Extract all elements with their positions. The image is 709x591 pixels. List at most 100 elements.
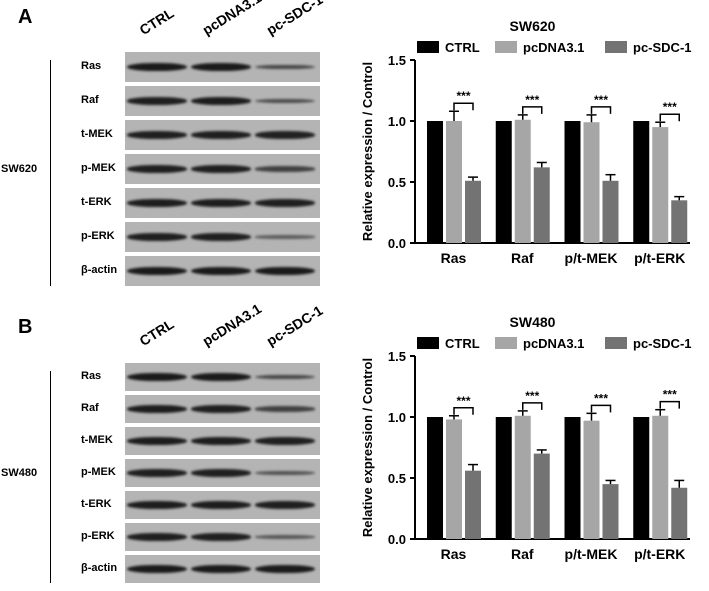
- blot-band: [255, 406, 315, 412]
- lane-label: CTRL: [136, 315, 177, 349]
- blot-strip: [125, 120, 320, 150]
- legend-swatch: [495, 337, 517, 349]
- bar: [652, 415, 669, 539]
- bar: [564, 121, 581, 243]
- blot-band: [127, 164, 187, 174]
- protein-label: t-MEK: [81, 434, 113, 446]
- blot-band: [127, 232, 187, 242]
- legend-swatch: [417, 337, 439, 349]
- blot-band: [255, 98, 315, 104]
- panel-letter-a: A: [18, 6, 33, 28]
- x-tick-label: Ras: [441, 546, 467, 562]
- legend-swatch: [417, 41, 439, 53]
- blot-band: [255, 64, 315, 70]
- legend-label: CTRL: [445, 40, 480, 55]
- y-tick-label: 1.0: [388, 114, 406, 129]
- legend-label: CTRL: [445, 336, 480, 351]
- protein-label: Ras: [81, 60, 102, 72]
- bar: [533, 167, 550, 243]
- blot-band: [127, 372, 187, 382]
- bar: [671, 487, 688, 539]
- lane-label: pc-SDC-1: [263, 0, 326, 39]
- blot-band: [255, 535, 315, 539]
- significance-label: ***: [456, 89, 470, 103]
- bar-chart-sw620: SW620 CTRL pcDNA3.1 pc-SDC-1 0.0 0.5 1.0 1.5 Rel…: [360, 18, 692, 266]
- significance-bracket: [659, 400, 680, 409]
- cell-line-label: SW620: [1, 163, 38, 175]
- bar: [446, 419, 462, 539]
- significance-bracket: [453, 102, 474, 111]
- legend-label: pcDNA3.1: [523, 336, 584, 351]
- protein-label: p-MEK: [81, 162, 116, 174]
- blot-band: [127, 62, 187, 72]
- significance-label: ***: [663, 388, 677, 402]
- significance-bracket: [522, 402, 543, 410]
- bar: [671, 200, 688, 243]
- cell-line-bracket: [50, 371, 51, 583]
- blot-band: [191, 198, 251, 208]
- blot-band: [191, 404, 251, 414]
- bar: [495, 417, 512, 539]
- bar: [602, 180, 619, 243]
- y-tick-label: 0.0: [388, 236, 406, 251]
- blot-band: [127, 436, 187, 446]
- significance-bracket: [659, 113, 680, 122]
- protein-label: t-ERK: [81, 196, 112, 208]
- cell-line-bracket: [50, 60, 51, 286]
- blot-band: [191, 164, 251, 174]
- blot-band: [255, 166, 315, 172]
- y-tick-label: 0.0: [388, 532, 406, 547]
- blot-band: [191, 500, 251, 510]
- protein-label: t-MEK: [81, 128, 113, 140]
- blot-strip: [125, 222, 320, 252]
- lane-label: CTRL: [136, 4, 177, 39]
- significance-bracket: [590, 106, 612, 114]
- blot-band: [191, 532, 251, 542]
- y-tick-label: 1.0: [388, 410, 406, 425]
- bar: [495, 121, 512, 243]
- blot-strip: [125, 86, 320, 116]
- blot-strip: [125, 523, 320, 551]
- protein-label: Ras: [81, 370, 102, 382]
- blot-band: [127, 198, 187, 208]
- bar: [633, 121, 650, 243]
- blot-band: [255, 198, 315, 208]
- legend-swatch: [605, 41, 627, 53]
- blot-band: [127, 404, 187, 414]
- x-tick-label: p/t-ERK: [634, 250, 685, 266]
- bar: [583, 420, 600, 539]
- blot-band: [255, 436, 315, 446]
- bar: [465, 180, 481, 243]
- blot-band: [255, 374, 315, 380]
- bar: [564, 417, 581, 539]
- blot-strip: [125, 52, 320, 82]
- blot-strip: [125, 491, 320, 519]
- protein-label: p-ERK: [81, 230, 115, 242]
- blot-band: [191, 564, 251, 574]
- x-tick-label: Raf: [511, 250, 534, 266]
- blot-strip: [125, 154, 320, 184]
- blot-strip: [125, 459, 320, 487]
- legend-swatch: [495, 41, 517, 53]
- blot-band: [191, 266, 251, 276]
- lane-label: pcDNA3.1: [199, 300, 265, 349]
- x-tick-label: p/t-MEK: [565, 250, 618, 266]
- x-tick-label: p/t-ERK: [634, 546, 685, 562]
- protein-label: Raf: [81, 402, 99, 414]
- blot-strip: [125, 395, 320, 423]
- blot-band: [127, 266, 187, 276]
- panel-letter-b: B: [18, 316, 33, 338]
- blot-band: [255, 470, 315, 476]
- blot-strip: [125, 188, 320, 218]
- protein-label: β-actin: [81, 264, 118, 276]
- bar: [583, 122, 600, 243]
- bar: [533, 453, 550, 539]
- significance-label: ***: [594, 391, 608, 405]
- significance-label: ***: [594, 93, 608, 107]
- blot-band: [255, 131, 315, 139]
- bar: [514, 119, 531, 243]
- cell-line-label: SW480: [1, 467, 38, 479]
- bar: [427, 121, 443, 243]
- protein-label: β-actin: [81, 562, 118, 574]
- y-tick-label: 0.5: [388, 471, 406, 486]
